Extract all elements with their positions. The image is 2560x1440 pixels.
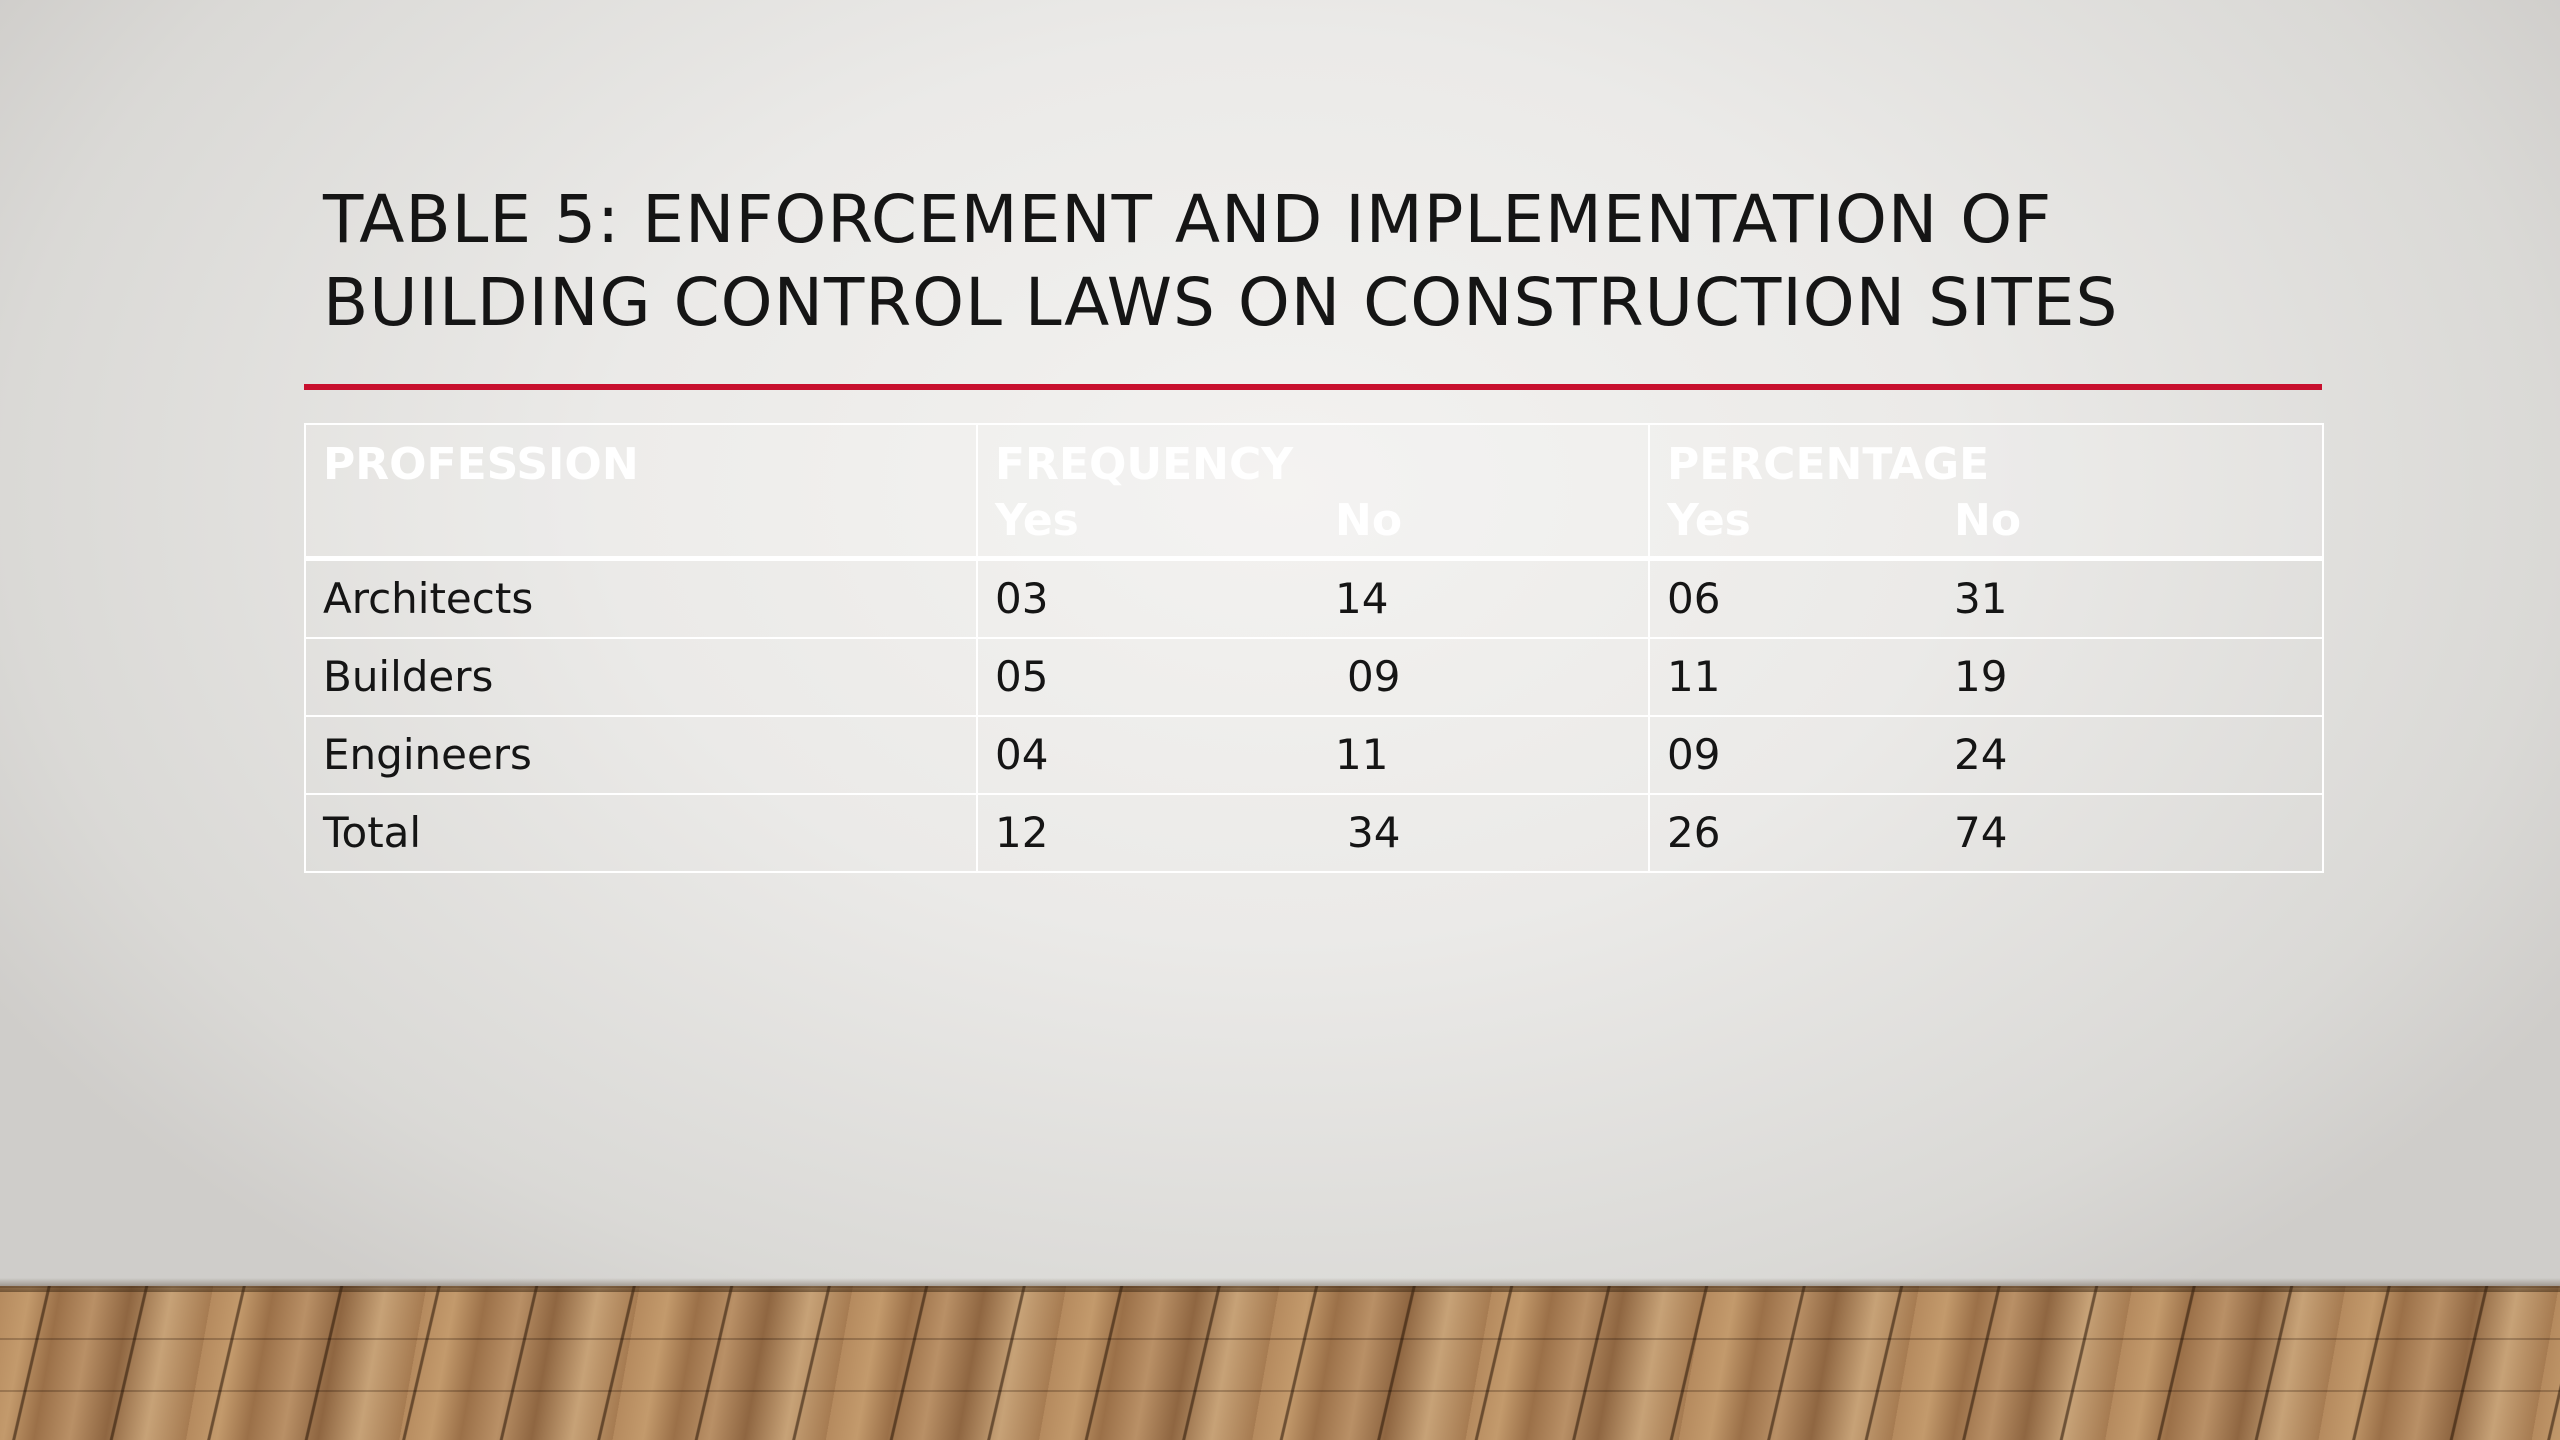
header-frequency: FREQUENCY Yes No xyxy=(976,423,1650,561)
slide-title: TABLE 5: ENFORCEMENT AND IMPLEMENTATION … xyxy=(323,178,2323,344)
slide-title-line-1: TABLE 5: ENFORCEMENT AND IMPLEMENTATION … xyxy=(323,181,2053,258)
cell-percentage: 09 24 xyxy=(1648,714,2324,795)
header-profession-label: PROFESSION xyxy=(323,439,639,490)
header-frequency-no: No xyxy=(1335,495,1403,546)
cell-frequency-yes: 04 xyxy=(995,729,1049,779)
cell-frequency-no: 09 xyxy=(1347,651,1401,701)
table-header-row: PROFESSION FREQUENCY Yes No PERCENTAGE Y… xyxy=(304,423,2324,561)
floor-shadow xyxy=(0,1278,2560,1292)
cell-frequency-no: 11 xyxy=(1335,729,1389,779)
cell-percentage-no: 31 xyxy=(1954,573,2008,623)
header-percentage-no: No xyxy=(1954,495,2022,546)
cell-profession: Builders xyxy=(304,636,978,717)
cell-percentage-no: 74 xyxy=(1954,807,2008,857)
cell-frequency-yes: 12 xyxy=(995,807,1049,857)
header-percentage-label: PERCENTAGE xyxy=(1667,439,1990,490)
cell-percentage: 11 19 xyxy=(1648,636,2324,717)
cell-percentage-no: 24 xyxy=(1954,729,2008,779)
header-frequency-subheaders: Yes No xyxy=(995,493,1648,549)
cell-percentage: 06 31 xyxy=(1648,557,2324,639)
header-frequency-label: FREQUENCY xyxy=(995,439,1294,490)
table-row: Architects 03 14 06 31 xyxy=(304,557,2324,639)
cell-profession: Engineers xyxy=(304,714,978,795)
cell-frequency: 05 09 xyxy=(976,636,1650,717)
table-row: Engineers 04 11 09 24 xyxy=(304,714,2324,795)
wood-floor-grain xyxy=(0,1286,2560,1440)
cell-percentage-yes: 06 xyxy=(1667,573,1721,623)
cell-percentage-yes: 09 xyxy=(1667,729,1721,779)
wood-floor xyxy=(0,1286,2560,1440)
profession-table: PROFESSION FREQUENCY Yes No PERCENTAGE Y… xyxy=(304,423,2324,873)
cell-frequency-no: 34 xyxy=(1347,807,1401,857)
cell-profession: Architects xyxy=(304,557,978,639)
table-row: Builders 05 09 11 19 xyxy=(304,636,2324,717)
cell-frequency: 04 11 xyxy=(976,714,1650,795)
cell-frequency-yes: 03 xyxy=(995,573,1049,623)
cell-percentage-yes: 11 xyxy=(1667,651,1721,701)
header-profession: PROFESSION xyxy=(304,423,978,561)
header-percentage: PERCENTAGE Yes No xyxy=(1648,423,2324,561)
title-accent-rule xyxy=(304,384,2322,390)
cell-frequency: 03 14 xyxy=(976,557,1650,639)
cell-frequency-no: 14 xyxy=(1335,573,1389,623)
cell-percentage-yes: 26 xyxy=(1667,807,1721,857)
cell-frequency-yes: 05 xyxy=(995,651,1049,701)
header-percentage-yes: Yes xyxy=(1667,495,1751,546)
header-frequency-yes: Yes xyxy=(995,495,1079,546)
cell-percentage: 26 74 xyxy=(1648,792,2324,873)
table-row: Total 12 34 26 74 xyxy=(304,792,2324,873)
header-percentage-subheaders: Yes No xyxy=(1667,493,2322,549)
cell-percentage-no: 19 xyxy=(1954,651,2008,701)
cell-frequency: 12 34 xyxy=(976,792,1650,873)
slide-title-line-2: BUILDING CONTROL LAWS ON CONSTRUCTION SI… xyxy=(323,264,2119,341)
cell-profession: Total xyxy=(304,792,978,873)
